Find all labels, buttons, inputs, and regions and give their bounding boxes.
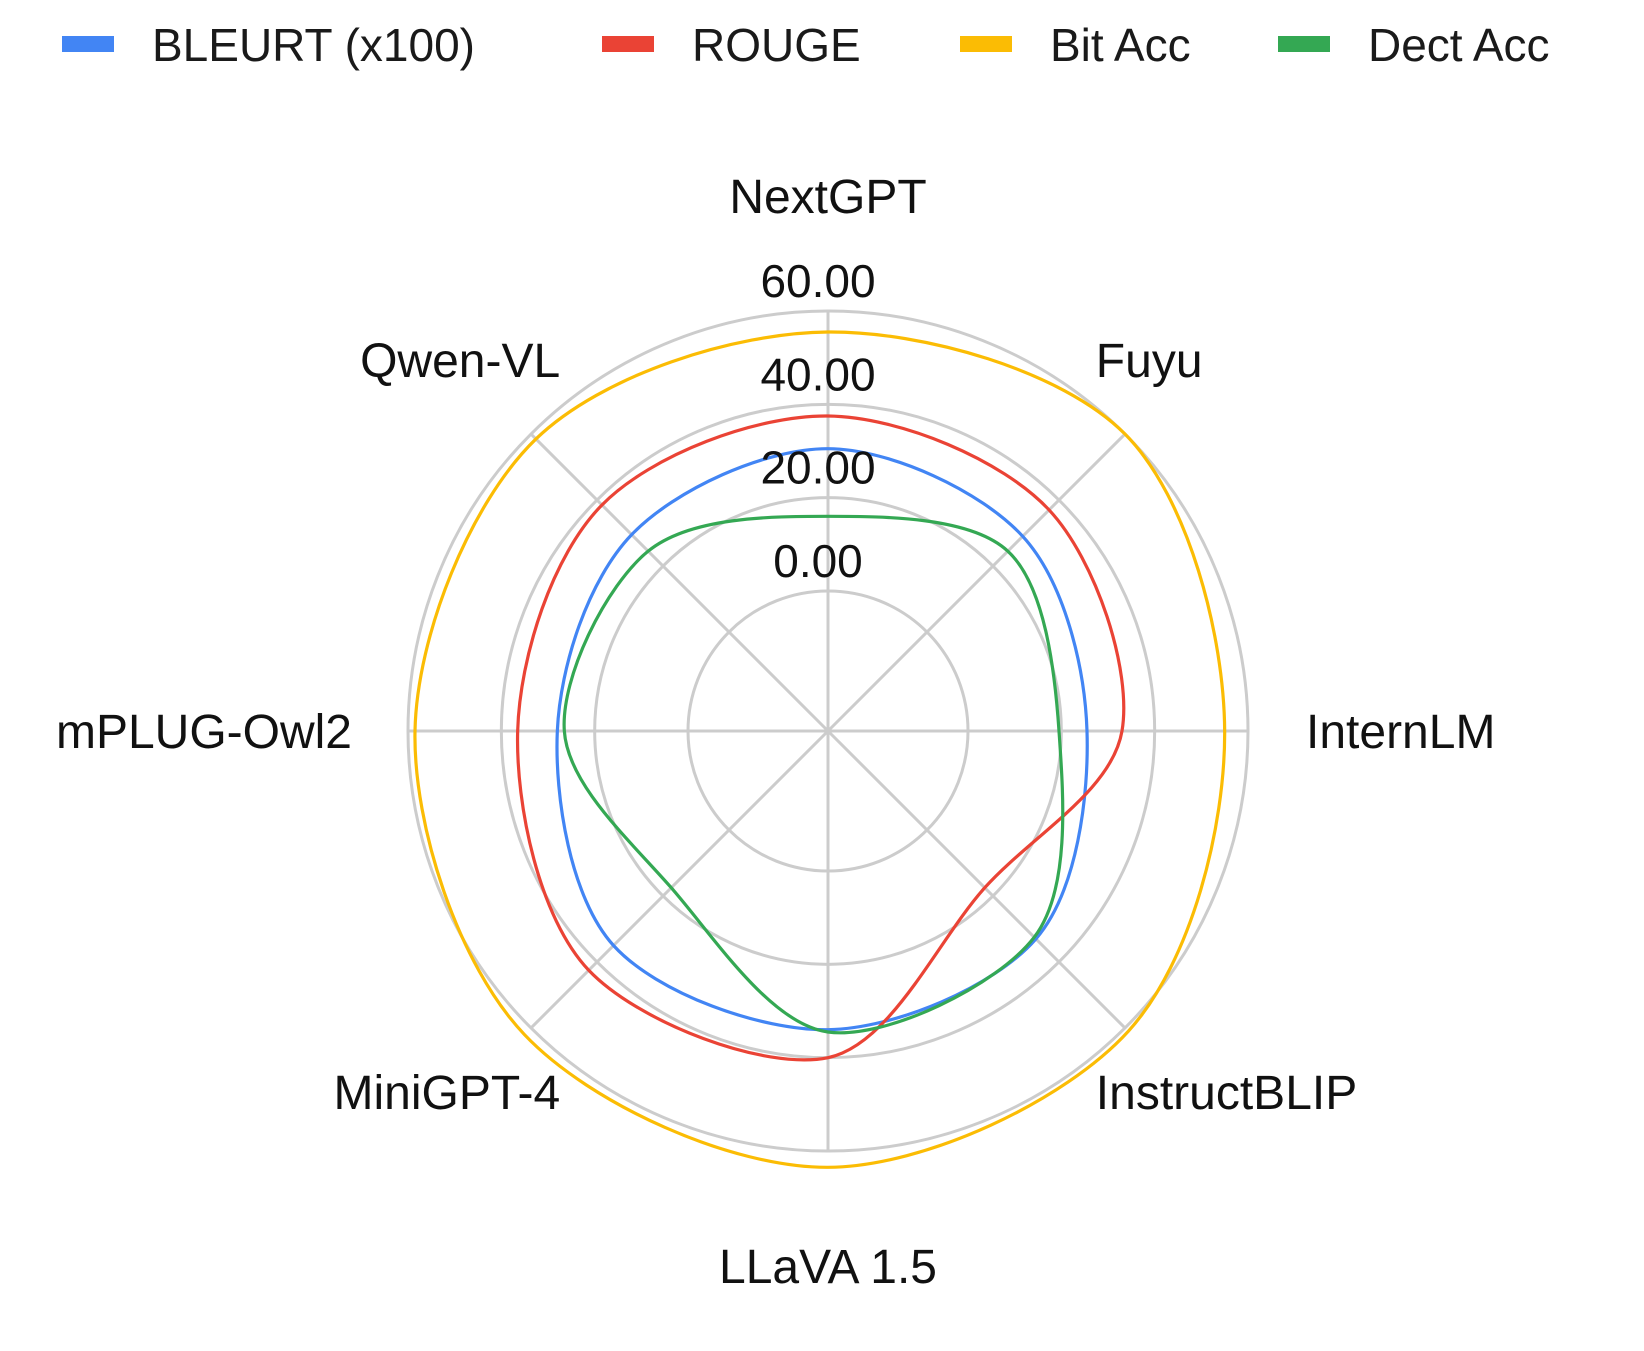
legend-label-rouge: ROUGE bbox=[692, 19, 861, 71]
legend-swatch-rouge bbox=[602, 36, 654, 52]
category-label-4: LLaVA 1.5 bbox=[719, 1241, 937, 1294]
legend-label-dect-acc: Dect Acc bbox=[1368, 19, 1550, 71]
category-label-3: InstructBLIP bbox=[1096, 1067, 1357, 1120]
category-label-1: Fuyu bbox=[1096, 335, 1203, 388]
category-label-2: InternLM bbox=[1306, 706, 1495, 759]
series-line-bleurt-x100 bbox=[555, 447, 1089, 1032]
tick-label-0: 0.00 bbox=[773, 535, 863, 587]
tick-label-3: 60.00 bbox=[760, 255, 875, 307]
tick-label-2: 40.00 bbox=[760, 348, 875, 400]
category-label-7: Qwen-VL bbox=[360, 335, 560, 388]
radial-tick-labels: 0.00 20.00 40.00 60.00 bbox=[760, 255, 875, 587]
category-label-0: NextGPT bbox=[729, 171, 926, 224]
legend-swatch-dect-acc bbox=[1278, 36, 1330, 52]
legend-swatch-bit-acc bbox=[960, 36, 1012, 52]
legend: BLEURT (x100) ROUGE Bit Acc Dect Acc bbox=[62, 19, 1550, 71]
legend-label-bit-acc: Bit Acc bbox=[1050, 19, 1191, 71]
legend-swatch-bleurt-x100 bbox=[62, 36, 114, 52]
series-line-dect-acc bbox=[562, 514, 1065, 1035]
category-labels: NextGPT Fuyu InternLM InstructBLIP LLaVA 1.5… bbox=[56, 171, 1495, 1294]
grid-spoke-3 bbox=[826, 729, 1127, 1030]
category-label-5: MiniGPT-4 bbox=[333, 1067, 560, 1120]
series-layer bbox=[413, 330, 1227, 1169]
series-line-rouge bbox=[515, 414, 1126, 1062]
legend-label-bleurt-x100: BLEURT (x100) bbox=[152, 19, 475, 71]
grid-spoke-7 bbox=[529, 432, 830, 733]
radar-grid bbox=[406, 309, 1250, 1153]
grid-spoke-5 bbox=[529, 729, 830, 1030]
tick-label-1: 20.00 bbox=[760, 442, 875, 494]
category-label-6: mPLUG-Owl2 bbox=[56, 706, 352, 759]
series-line-bit-acc bbox=[413, 330, 1227, 1169]
grid-spoke-1 bbox=[826, 432, 1127, 733]
